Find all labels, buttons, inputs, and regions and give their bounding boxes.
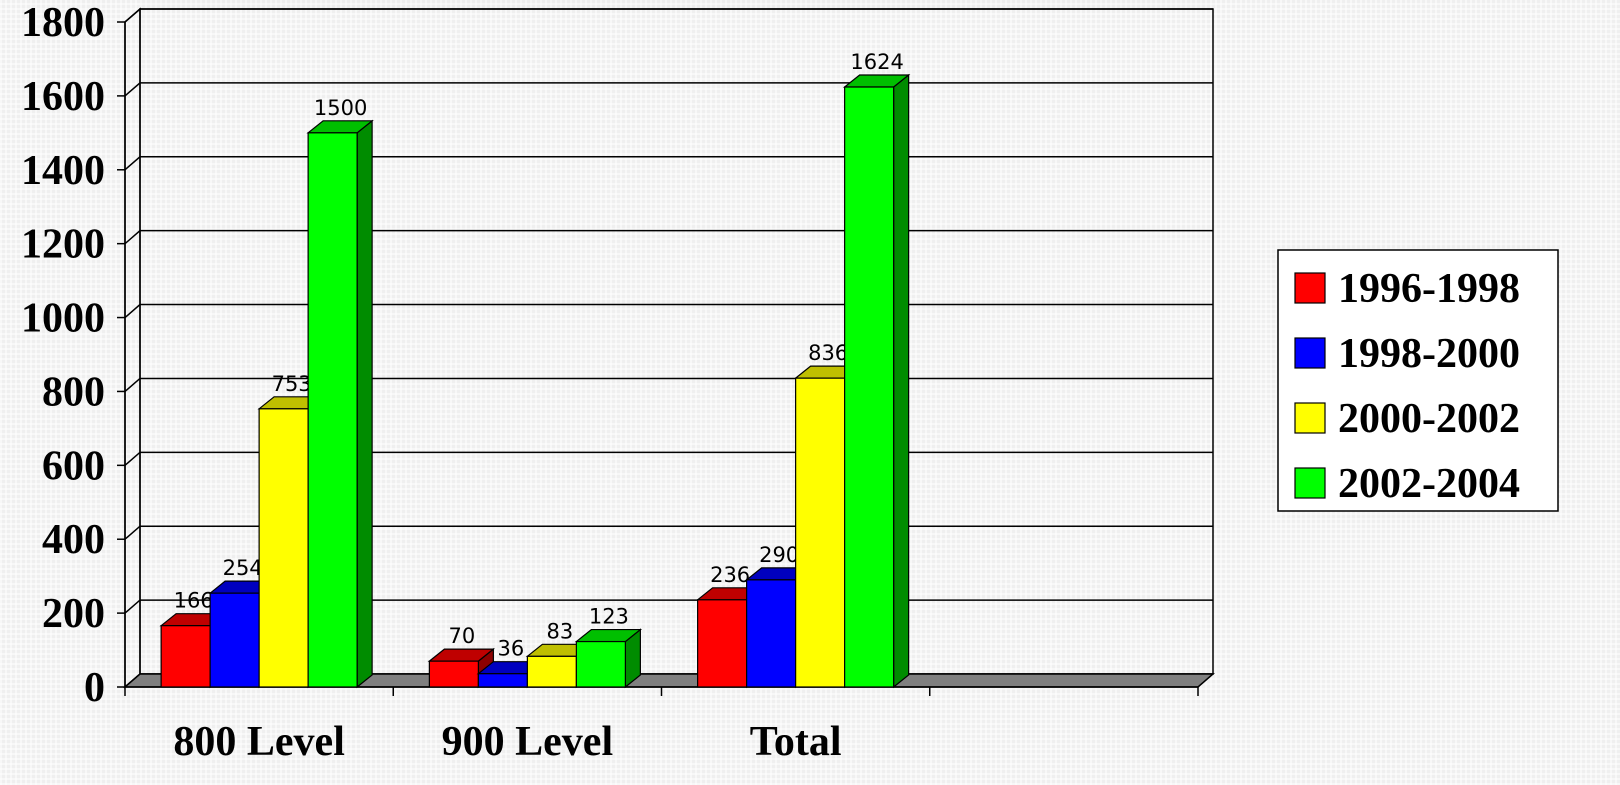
value-label: 1500: [314, 96, 367, 120]
y-tick-label: 1600: [21, 74, 105, 120]
bar-side: [893, 73, 910, 689]
bar: [258, 408, 309, 688]
left-wall: [124, 7, 141, 689]
y-tick-label: 800: [42, 369, 105, 415]
y-tick-label: 1000: [21, 296, 105, 342]
legend-swatch: [1294, 402, 1326, 434]
grid-line: [124, 82, 1213, 97]
value-label: 753: [272, 372, 312, 396]
legend-swatch: [1294, 272, 1326, 304]
bar: [844, 86, 895, 688]
legend-label: 2002-2004: [1338, 461, 1520, 507]
legend-label: 2000-2002: [1338, 396, 1520, 442]
value-label: 1624: [850, 50, 903, 74]
legend-swatch: [1294, 467, 1326, 499]
x-tick-label: 900 Level: [442, 719, 613, 765]
y-tick-label: 200: [42, 591, 105, 637]
value-label: 166: [174, 589, 214, 613]
bar: [795, 377, 846, 688]
y-tick-label: 400: [42, 517, 105, 563]
value-label: 290: [759, 543, 799, 567]
legend-label: 1998-2000: [1338, 331, 1520, 377]
x-tick-label: 800 Level: [173, 719, 344, 765]
value-label: 70: [449, 624, 476, 648]
bar: [477, 673, 528, 688]
bar: [526, 655, 577, 688]
bar: [209, 592, 260, 688]
y-tick-label: 0: [84, 665, 105, 711]
bar: [746, 579, 797, 688]
value-label: 236: [710, 563, 750, 587]
y-tick-label: 1400: [21, 148, 105, 194]
value-label: 83: [547, 619, 574, 643]
y-tick-label: 1800: [21, 0, 105, 46]
bar: [428, 660, 479, 688]
y-tick-label: 1200: [21, 222, 105, 268]
grid-line: [124, 8, 1213, 23]
legend-label: 1996-1998: [1338, 266, 1520, 312]
bar-side: [356, 119, 373, 689]
bar: [575, 640, 626, 688]
y-tick-label: 600: [42, 443, 105, 489]
grid-line: [124, 229, 1213, 245]
value-label: 836: [808, 341, 848, 365]
x-tick-label: Total: [750, 719, 842, 765]
grid-line: [124, 303, 1213, 319]
bar: [697, 599, 748, 688]
value-label: 36: [498, 637, 525, 661]
bar: [307, 132, 358, 688]
legend-swatch: [1294, 337, 1326, 369]
grid-line: [124, 156, 1213, 171]
bar: [160, 625, 211, 688]
value-label: 123: [589, 605, 629, 629]
value-label: 254: [223, 556, 263, 580]
